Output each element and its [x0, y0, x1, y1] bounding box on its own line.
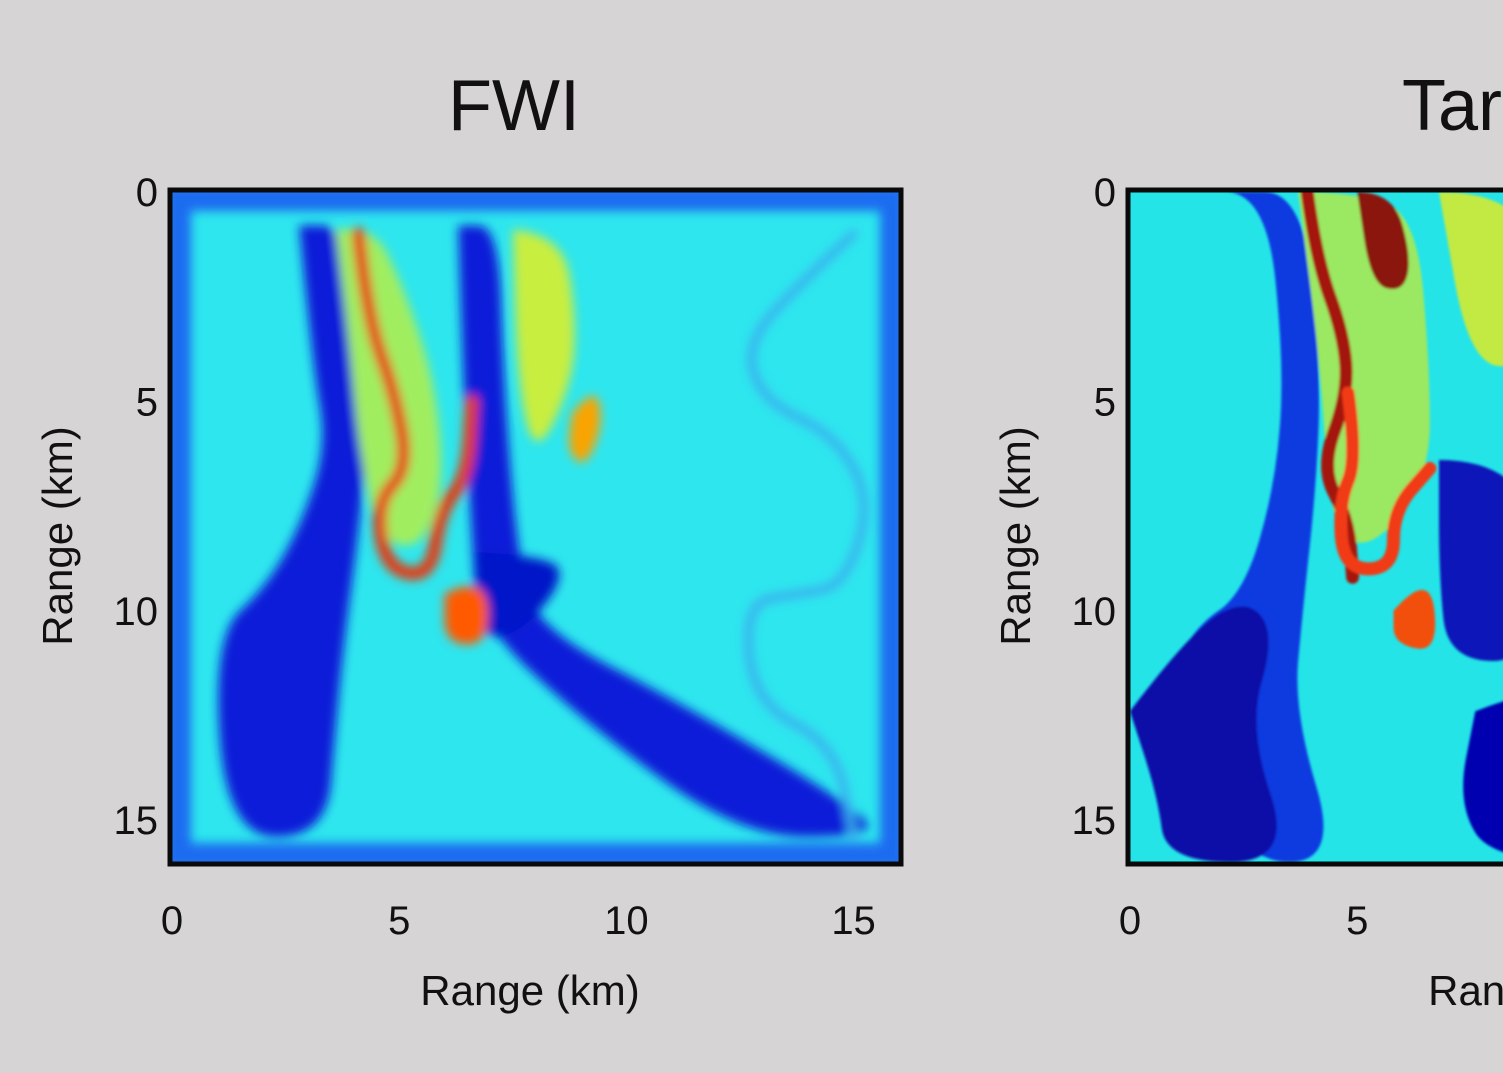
axes-frame — [167, 187, 904, 867]
blob-region — [1357, 192, 1409, 290]
y-tick-label: 0 — [1094, 171, 1116, 215]
chart-title: FWI — [448, 66, 580, 146]
channel-feature — [744, 229, 868, 841]
band-region — [512, 229, 575, 442]
x-tick-label: 0 — [1119, 899, 1141, 943]
axes-frame — [1125, 187, 1503, 867]
x-axis-label: Range (km) — [420, 967, 639, 1014]
heatmap-panel-1: FWI 0 5 10 15 0 5 10 15 Range (km) Range (km) — [34, 66, 904, 1014]
chart-title: Targ — [1402, 66, 1503, 146]
y-tick-label: 0 — [136, 171, 158, 215]
x-tick-label: 5 — [388, 899, 410, 943]
river-feature — [1334, 386, 1437, 576]
heatmap-panel-2: Targ 0 5 0 5 10 15 Range Range (km) — [992, 66, 1503, 1014]
y-tick-label: 5 — [136, 380, 158, 424]
plot-area — [172, 192, 899, 862]
panels: FWI 0 5 10 15 0 5 10 15 Range (km) Range (km) Targ 0… — [34, 66, 1503, 1014]
blob-region — [476, 552, 560, 637]
blob-region — [1393, 589, 1436, 649]
y-tick-label: 15 — [114, 799, 159, 843]
x-tick-label: 5 — [1346, 899, 1368, 943]
x-tick-label: 15 — [831, 899, 876, 943]
x-tick-label: 0 — [161, 899, 183, 943]
plot-area — [1130, 192, 1503, 862]
y-tick-label: 5 — [1094, 380, 1116, 424]
band-region — [218, 225, 365, 837]
river-feature — [351, 227, 479, 581]
blob-region — [569, 396, 601, 463]
band-region — [1130, 606, 1277, 862]
y-tick-label: 15 — [1072, 799, 1117, 843]
x-tick-label: 10 — [604, 899, 649, 943]
band-region — [1463, 701, 1503, 852]
velocity-field — [172, 192, 899, 862]
blob-region — [444, 586, 489, 645]
blob-region — [1439, 460, 1503, 661]
y-axis-label: Range (km) — [992, 426, 1039, 645]
y-tick-label: 10 — [114, 590, 159, 634]
y-axis-label: Range (km) — [34, 426, 81, 645]
x-axis-label: Range — [1428, 967, 1503, 1014]
velocity-field — [1130, 192, 1503, 862]
band-region — [458, 225, 868, 837]
y-tick-label: 10 — [1072, 590, 1117, 634]
border-artifact-band — [172, 192, 899, 862]
band-region — [1439, 192, 1503, 367]
